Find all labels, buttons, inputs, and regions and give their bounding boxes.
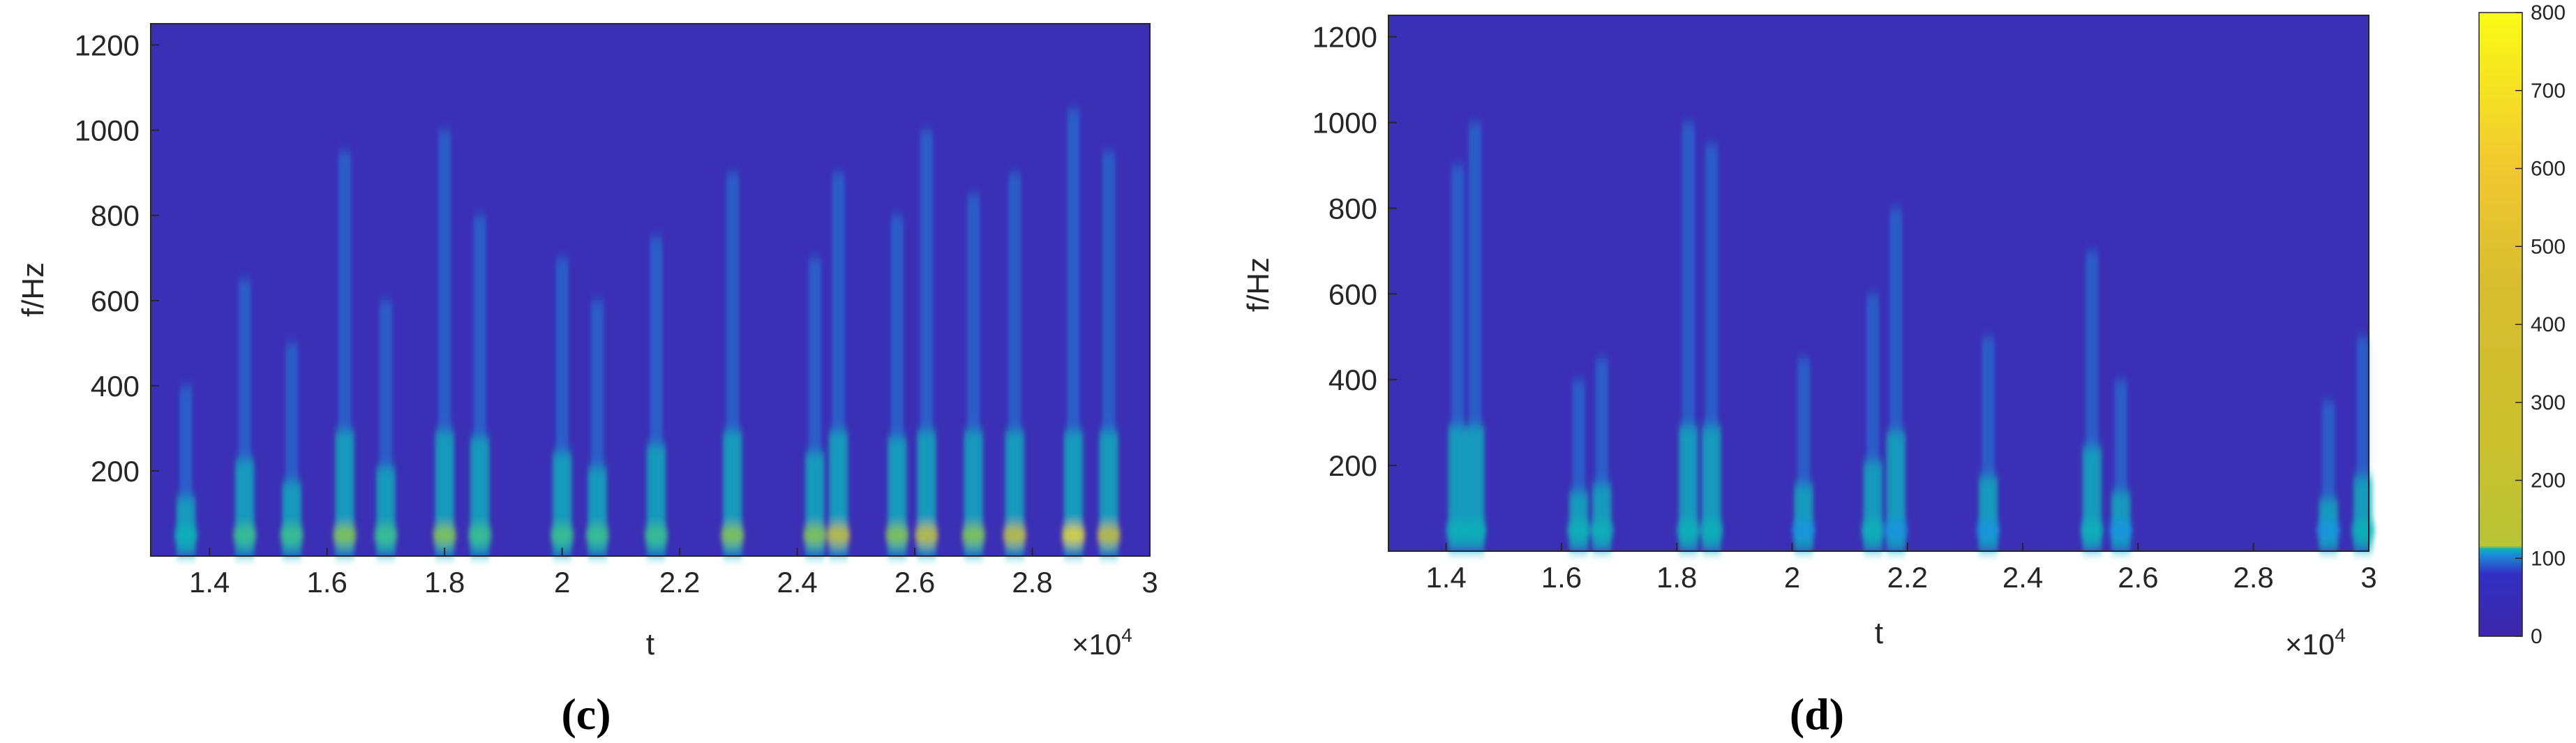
x-tick-label: 2.2 xyxy=(659,566,700,599)
colorbar-tick-label: 0 xyxy=(2531,625,2543,648)
colorbar: 0 100 200 300 400 500 600 700 800 xyxy=(2478,1,2566,648)
x-tick-label: 2.4 xyxy=(2002,561,2043,594)
colorbar-tick-label: 600 xyxy=(2531,158,2566,181)
x-tick-label: 1.6 xyxy=(307,566,347,599)
energy-peak xyxy=(1883,520,1909,540)
x-tick-label: 2.2 xyxy=(1887,561,1928,594)
energy-peak xyxy=(549,525,575,545)
energy-peak xyxy=(232,525,257,545)
x-tick-label: 1.6 xyxy=(1541,561,1582,594)
x-ticks-c: 1.4 1.6 1.8 2 2.2 2.4 2.6 2.8 3 xyxy=(189,548,1158,599)
x-multiplier-d: ×104 xyxy=(2285,624,2346,661)
energy-peak xyxy=(1791,520,1817,540)
y-tick-label: 200 xyxy=(1328,449,1377,482)
x-tick-label: 2.6 xyxy=(2118,561,2158,594)
energy-peak xyxy=(2350,520,2376,540)
colorbar-ticks: 0 100 200 300 400 500 600 700 800 xyxy=(2515,1,2566,648)
x-tick-label: 3 xyxy=(2360,561,2376,594)
colorbar-tick-label: 400 xyxy=(2531,313,2566,336)
plot-frame-d xyxy=(1388,15,2369,552)
energy-peak xyxy=(585,525,611,545)
energy-peak xyxy=(1096,525,1122,545)
energy-peak xyxy=(1566,520,1592,540)
x-ticks-d: 1.4 1.6 1.8 2 2.2 2.4 2.6 2.8 3 xyxy=(1425,543,2377,594)
x-tick-label: 2.8 xyxy=(2233,561,2274,594)
energy-peak xyxy=(1860,520,1886,540)
energy-core xyxy=(1592,483,1612,551)
y-tick-label: 400 xyxy=(91,370,140,403)
energy-peak xyxy=(825,525,851,545)
x-tick-label: 3 xyxy=(1141,566,1158,599)
x-tick-label: 2.6 xyxy=(894,566,935,599)
x-tick-label: 1.8 xyxy=(424,566,465,599)
energy-peak xyxy=(1589,520,1615,540)
energy-peak xyxy=(802,525,828,545)
energy-peak xyxy=(331,525,357,545)
x-tick-label: 1.4 xyxy=(1425,561,1466,594)
plot-frame-c xyxy=(150,23,1151,557)
y-tick-label: 600 xyxy=(1328,278,1377,310)
energy-peak xyxy=(2108,520,2134,540)
energy-peak xyxy=(1445,520,1471,540)
colorbar-tick-label: 500 xyxy=(2531,235,2566,258)
y-ticks-d: 200 400 600 800 1000 1200 xyxy=(1312,21,1397,482)
x-axis-label-c: t xyxy=(646,627,654,661)
energy-peak xyxy=(1675,520,1701,540)
y-tick-label: 1200 xyxy=(1312,21,1377,54)
energy-peak xyxy=(2316,520,2342,540)
colorbar-scale xyxy=(2478,12,2523,637)
x-tick-label: 1.8 xyxy=(1656,561,1697,594)
energy-peak xyxy=(1061,525,1086,545)
x-tick-label: 2.8 xyxy=(1012,566,1052,599)
energy-peak xyxy=(643,525,669,545)
y-tick-label: 1200 xyxy=(75,29,140,62)
energy-peak xyxy=(1002,525,1028,545)
y-tick-label: 800 xyxy=(91,200,140,232)
energy-peak xyxy=(173,525,199,545)
x-tick-label: 2 xyxy=(554,566,570,599)
energy-peak xyxy=(913,525,939,545)
colorbar-tick-label: 100 xyxy=(2531,547,2566,570)
energy-peak xyxy=(1698,520,1724,540)
y-tick-label: 1000 xyxy=(75,114,140,147)
energy-peak xyxy=(2079,520,2105,540)
energy-peak xyxy=(884,525,910,545)
y-tick-label: 800 xyxy=(1328,192,1377,225)
x-tick-label: 1.4 xyxy=(189,566,230,599)
spectrogram-panel-c: 1.4 1.6 1.8 2 2.2 2.4 2.6 2.8 3 200 400 600 800 1000… xyxy=(16,23,1158,739)
x-axis-label-d: t xyxy=(1875,616,1883,650)
energy-peak xyxy=(961,525,987,545)
panel-label-c: (c) xyxy=(561,689,611,739)
y-axis-label-c: f/Hz xyxy=(16,262,50,317)
x-multiplier-c: ×104 xyxy=(1072,624,1132,661)
energy-peak xyxy=(279,525,305,545)
energy-peak xyxy=(432,525,458,545)
panel-label-d: (d) xyxy=(1790,689,1844,739)
x-tick-label: 2.4 xyxy=(777,566,817,599)
colorbar-tick-label: 800 xyxy=(2531,1,2566,24)
y-tick-label: 200 xyxy=(91,455,140,488)
energy-peak xyxy=(1975,520,2001,540)
colorbar-tick-label: 700 xyxy=(2531,80,2566,103)
energy-peak xyxy=(467,525,493,545)
y-axis-label-d: f/Hz xyxy=(1241,257,1275,312)
energy-peak xyxy=(1462,520,1488,540)
energy-peak xyxy=(373,525,398,545)
y-ticks-c: 200 400 600 800 1000 1200 xyxy=(75,29,159,488)
spectrogram-marks-d xyxy=(1445,122,2376,552)
spectrogram-panel-d: 1.4 1.6 1.8 2 2.2 2.4 2.6 2.8 3 200 400 600 800 1000… xyxy=(1241,15,2377,739)
energy-core xyxy=(1794,483,1814,551)
energy-peak xyxy=(719,525,745,545)
y-tick-label: 400 xyxy=(1328,363,1377,396)
y-tick-label: 600 xyxy=(91,285,140,317)
y-tick-label: 1000 xyxy=(1312,107,1377,140)
colorbar-tick-label: 300 xyxy=(2531,391,2566,414)
spectrogram-marks-c xyxy=(173,109,1122,557)
colorbar-tick-label: 200 xyxy=(2531,470,2566,493)
x-tick-label: 2 xyxy=(1784,561,1800,594)
